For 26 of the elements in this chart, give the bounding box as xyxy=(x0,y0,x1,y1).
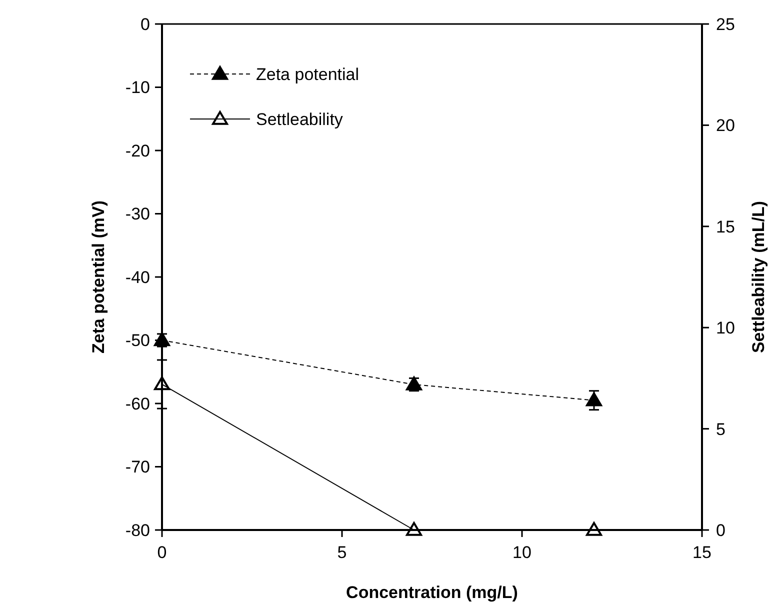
y-tick-label: -40 xyxy=(125,268,150,287)
y-tick-label: -30 xyxy=(125,204,150,224)
y2-tick-label: 20 xyxy=(716,116,735,136)
y2-tick-label: 25 xyxy=(716,14,735,34)
y2-tick-label: 5 xyxy=(716,420,726,439)
x-tick-label: 15 xyxy=(692,543,712,562)
y-tick-label: -20 xyxy=(125,141,150,160)
y2-tick-label: 15 xyxy=(716,217,735,236)
x-tick-label: 0 xyxy=(157,543,167,562)
point xyxy=(154,332,170,346)
y2-axis-title: Settleability (mL/L) xyxy=(749,200,768,354)
x-axis-title: Concentration (mg/L) xyxy=(346,583,518,602)
legend-label: Zeta potential xyxy=(256,64,360,84)
y-tick-label: 0 xyxy=(140,14,150,34)
y-tick-label: -50 xyxy=(125,331,150,350)
y-tick-label: -70 xyxy=(125,458,150,477)
y-axis-title: Zeta potential (mV) xyxy=(89,200,108,354)
x-tick-label: 10 xyxy=(512,543,532,562)
x-tick-label: 5 xyxy=(337,543,347,562)
legend-label: Settleability xyxy=(256,110,344,129)
y2-tick-label: 0 xyxy=(716,520,726,540)
y2-tick-label: 10 xyxy=(716,318,735,338)
y-tick-label: -60 xyxy=(125,394,150,414)
point xyxy=(586,392,602,406)
y-tick-label: -10 xyxy=(125,78,150,98)
y-tick-label: -80 xyxy=(125,520,150,540)
